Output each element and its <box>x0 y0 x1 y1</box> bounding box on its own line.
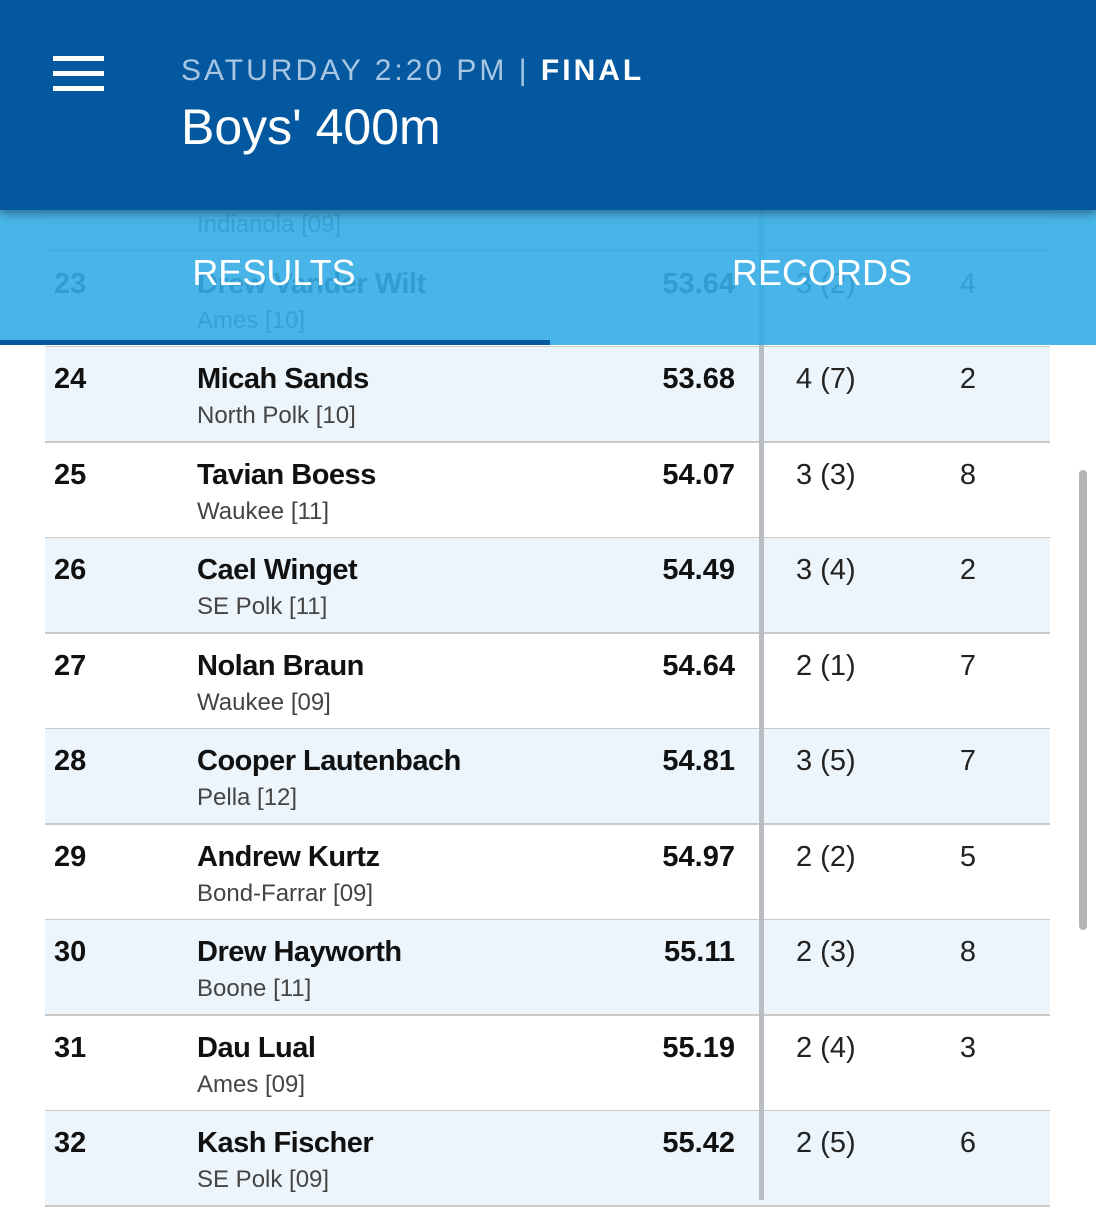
result-lane: 3 <box>959 1031 977 1064</box>
result-place: 30 <box>54 936 87 968</box>
result-lane: 2 <box>959 554 977 586</box>
result-time: 53.68 <box>662 363 735 395</box>
result-row[interactable]: 27 Nolan Braun Waukee [09] 54.64 2 (1) 7 <box>45 633 1050 730</box>
result-row[interactable]: 24 Micah Sands North Polk [10] 53.68 4 (7) 2 <box>45 347 1050 443</box>
result-time: 55.19 <box>662 1031 735 1064</box>
result-team: Ames [09] <box>197 1070 306 1098</box>
result-place: 24 <box>54 363 87 395</box>
result-name: Drew Hayworth <box>197 936 402 968</box>
result-row[interactable]: 26 Cael Winget SE Polk [11] 54.49 3 (4) 2 <box>45 538 1050 634</box>
menu-line <box>53 71 104 76</box>
result-name: Cooper Lautenbach <box>197 745 461 777</box>
result-team: Boone [11] <box>197 975 312 1002</box>
event-time: SATURDAY 2:20 PM <box>181 54 508 87</box>
result-lane: 8 <box>959 458 977 491</box>
result-place: 29 <box>54 840 87 873</box>
tab-indicator <box>0 340 550 345</box>
result-lane: 5 <box>959 840 977 873</box>
result-lane: 8 <box>959 936 977 968</box>
app-header: SATURDAY 2:20 PM | FINAL Boys' 400m <box>0 0 1096 210</box>
result-row[interactable]: 30 Drew Hayworth Boone [11] 55.11 2 (3) 8 <box>45 920 1050 1016</box>
result-team: Waukee [11] <box>197 497 330 525</box>
status: FINAL <box>540 54 645 87</box>
event-title: Boys' 400m <box>181 99 441 155</box>
result-heat: 2 (5) <box>796 1127 856 1159</box>
event-status: SATURDAY 2:20 PM | FINAL <box>181 54 644 88</box>
result-place: 26 <box>54 554 87 586</box>
result-name: Andrew Kurtz <box>197 840 380 873</box>
result-heat: 2 (2) <box>796 840 856 873</box>
result-heat: 2 (3) <box>796 936 856 968</box>
result-row[interactable]: 29 Andrew Kurtz Bond-Farrar [09] 54.97 2 (2)… <box>45 824 1050 921</box>
scrollbar <box>1079 470 1087 930</box>
result-heat: 2 (1) <box>796 649 856 682</box>
tab-bar: RESULTS RECORDS <box>0 210 1096 345</box>
result-name: Nolan Braun <box>197 649 364 682</box>
result-time: 55.42 <box>662 1127 735 1159</box>
result-heat: 2 (4) <box>796 1031 856 1064</box>
result-time: 55.11 <box>664 936 735 968</box>
result-row[interactable]: 25 Tavian Boess Waukee [11] 54.07 3 (3) 8 <box>45 442 1050 539</box>
result-time: 54.07 <box>662 458 735 491</box>
result-name: Dau Lual <box>197 1031 316 1064</box>
column-divider <box>759 210 764 1200</box>
result-time: 54.81 <box>662 745 735 777</box>
result-time: 54.49 <box>662 554 735 586</box>
result-place: 27 <box>54 649 87 682</box>
result-team: North Polk [10] <box>197 402 356 429</box>
tab-results[interactable]: RESULTS <box>192 252 356 293</box>
result-heat: 4 (7) <box>796 363 856 395</box>
result-name: Micah Sands <box>197 363 369 395</box>
result-team: Waukee [09] <box>197 688 331 716</box>
result-place: 25 <box>54 458 87 491</box>
result-row[interactable]: 32 Kash Fischer SE Polk [09] 55.42 2 (5) 6 <box>45 1111 1050 1207</box>
result-row[interactable]: 31 Dau Lual Ames [09] 55.19 2 (4) 3 <box>45 1015 1050 1112</box>
menu-line <box>53 86 104 91</box>
result-lane: 7 <box>959 745 977 777</box>
result-team: SE Polk [09] <box>197 1166 330 1193</box>
result-lane: 7 <box>959 649 977 682</box>
result-place: 28 <box>54 745 87 777</box>
result-heat: 3 (3) <box>796 458 856 491</box>
result-row[interactable]: 28 Cooper Lautenbach Pella [12] 54.81 3 (5) 7 <box>45 729 1050 825</box>
result-heat: 3 (4) <box>796 554 856 586</box>
result-team: Pella [12] <box>197 784 298 811</box>
result-heat: 3 (5) <box>796 745 856 777</box>
result-team: SE Polk [11] <box>197 593 328 620</box>
result-name: Cael Winget <box>197 554 358 586</box>
result-lane: 6 <box>959 1127 977 1159</box>
result-lane: 2 <box>959 363 977 395</box>
result-team: Bond-Farrar [09] <box>197 879 374 907</box>
result-place: 31 <box>54 1031 87 1064</box>
separator: | <box>518 54 530 87</box>
result-time: 54.97 <box>662 840 735 873</box>
tab-records[interactable]: RECORDS <box>731 252 913 293</box>
result-place: 32 <box>54 1127 87 1159</box>
menu-line <box>53 56 104 61</box>
result-name: Tavian Boess <box>197 458 376 491</box>
result-name: Kash Fischer <box>197 1127 374 1159</box>
result-time: 54.64 <box>662 649 735 682</box>
